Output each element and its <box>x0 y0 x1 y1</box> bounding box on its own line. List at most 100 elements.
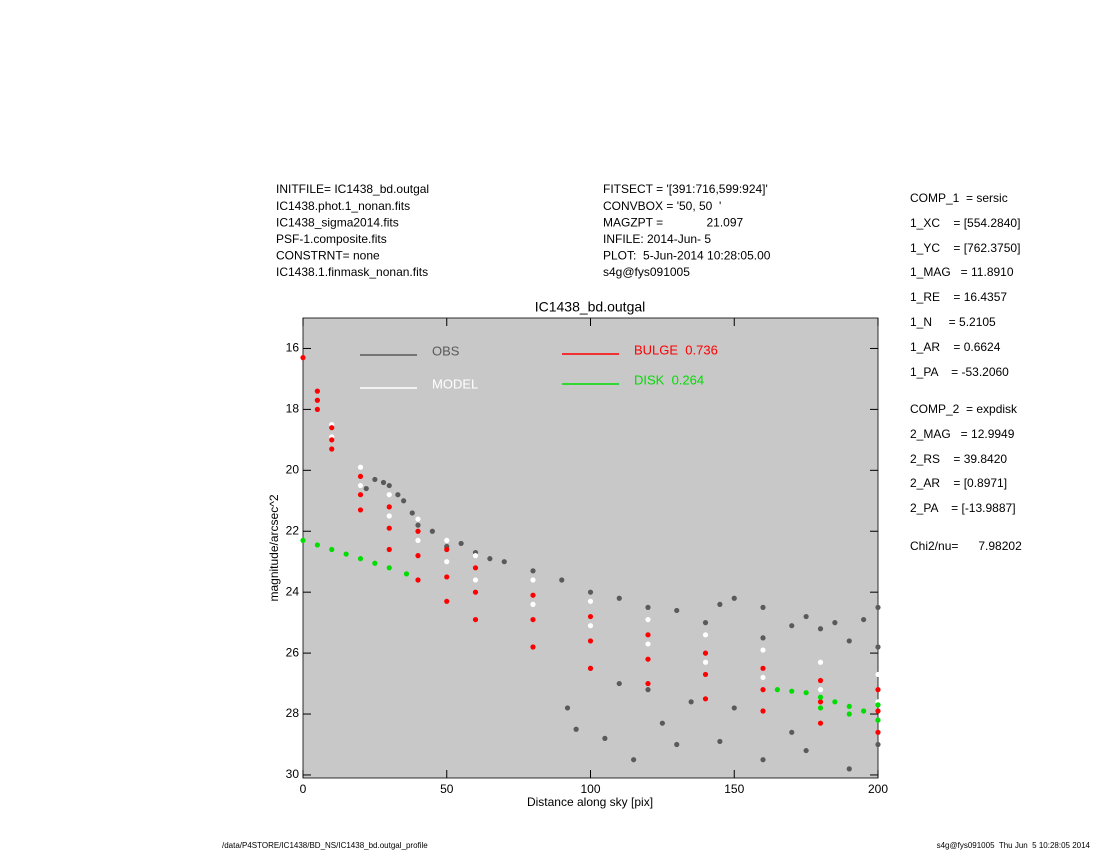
data-point <box>702 696 709 702</box>
data-point <box>329 425 335 431</box>
data-point <box>386 482 392 489</box>
data-point <box>717 738 723 745</box>
parameter-line: 1_PA = -53.2060 <box>910 365 1009 379</box>
data-point <box>875 604 881 611</box>
data-point <box>300 355 306 361</box>
data-point <box>789 729 795 735</box>
data-point <box>875 741 881 748</box>
data-point <box>530 577 536 583</box>
data-point <box>415 522 421 528</box>
data-point <box>329 437 335 443</box>
parameter-line: 2_AR = [0.8971] <box>910 476 1007 490</box>
header-line: PLOT: 5-Jun-2014 10:28:05.00 <box>603 249 771 263</box>
data-point <box>386 492 392 498</box>
data-point <box>846 711 852 717</box>
data-point <box>731 595 737 601</box>
data-point <box>357 482 364 489</box>
parameter-line: 1_YC = [762.3750] <box>910 241 1020 255</box>
y-axis-label: magnitude/arcsec^2 <box>267 494 281 601</box>
chart-title: IC1438_bd.outgal <box>535 299 646 315</box>
data-point <box>702 632 709 638</box>
data-point <box>530 601 536 607</box>
y-tick-label: 24 <box>286 584 300 598</box>
data-point <box>832 620 838 626</box>
data-point <box>674 607 680 614</box>
y-tick-label: 26 <box>286 645 300 659</box>
data-point <box>386 513 392 519</box>
data-point <box>616 595 622 601</box>
data-point <box>530 644 536 650</box>
data-point <box>380 479 387 486</box>
data-point <box>530 592 536 598</box>
parameter-line: 1_MAG = 11.8910 <box>910 265 1014 279</box>
data-point <box>415 553 421 559</box>
data-point <box>645 680 651 687</box>
data-point <box>803 747 809 754</box>
data-point <box>386 565 392 571</box>
header-line: FITSECT = '[391:716,599:924]' <box>603 182 768 196</box>
data-point <box>846 766 852 772</box>
y-tick-label: 30 <box>286 767 300 781</box>
data-point <box>674 741 680 748</box>
data-point <box>415 577 421 583</box>
data-point <box>789 623 795 629</box>
data-point <box>314 542 320 548</box>
header-line: INITFILE= IC1438_bd.outgal <box>276 182 429 196</box>
parameter-line: 2_RS = 39.8420 <box>910 452 1007 466</box>
data-point <box>357 492 364 498</box>
data-point <box>817 694 824 700</box>
data-point <box>803 613 809 620</box>
header-line: MAGZPT = 21.097 <box>603 215 743 229</box>
data-point <box>564 705 571 711</box>
data-point <box>472 577 479 583</box>
data-point <box>702 650 709 656</box>
footer-stamp: s4g@fys091005 Thu Jun 5 10:28:05 2014 <box>937 841 1091 850</box>
data-point <box>401 498 407 504</box>
data-point <box>817 687 824 693</box>
data-point <box>329 446 335 452</box>
data-point <box>760 687 766 693</box>
data-point <box>314 406 320 412</box>
data-point <box>875 687 881 693</box>
parameter-line: 1_N = 5.2105 <box>910 315 996 329</box>
data-point <box>817 705 824 711</box>
parameter-line: 1_AR = 0.6624 <box>910 340 1001 354</box>
data-point <box>444 574 450 580</box>
data-point <box>875 702 881 708</box>
x-tick-label: 0 <box>300 782 307 796</box>
data-point <box>645 687 651 693</box>
data-point <box>659 720 665 726</box>
data-point <box>832 699 838 705</box>
legend-label: BULGE 0.736 <box>634 342 718 357</box>
data-point <box>587 613 594 620</box>
data-point <box>363 485 369 492</box>
x-tick-label: 100 <box>580 782 600 796</box>
header-line: PSF-1.composite.fits <box>276 232 387 246</box>
y-tick-label: 28 <box>286 706 300 720</box>
parameter-line: 2_MAG = 12.9949 <box>910 427 1015 441</box>
data-point <box>386 546 392 553</box>
header-line: CONSTRNT= none <box>276 249 380 263</box>
data-point <box>717 601 723 607</box>
legend-label: OBS <box>432 343 460 358</box>
data-point <box>429 528 435 534</box>
data-point <box>472 565 479 571</box>
header-line: IC1438.phot.1_nonan.fits <box>276 199 410 213</box>
data-point <box>415 537 421 543</box>
parameter-line: 2_PA = [-13.9887] <box>910 501 1016 515</box>
data-point <box>702 671 709 678</box>
data-point <box>559 577 565 583</box>
data-point <box>587 665 594 671</box>
data-point <box>760 708 766 714</box>
data-point <box>395 492 401 498</box>
data-point <box>444 598 450 604</box>
data-point <box>760 635 766 641</box>
y-tick-label: 18 <box>286 402 300 416</box>
data-point <box>458 540 464 547</box>
data-point <box>587 623 594 629</box>
data-point <box>702 659 709 665</box>
header-line: IC1438.1.finmask_nonan.fits <box>276 265 428 279</box>
data-point <box>357 556 364 562</box>
data-point <box>817 626 824 632</box>
